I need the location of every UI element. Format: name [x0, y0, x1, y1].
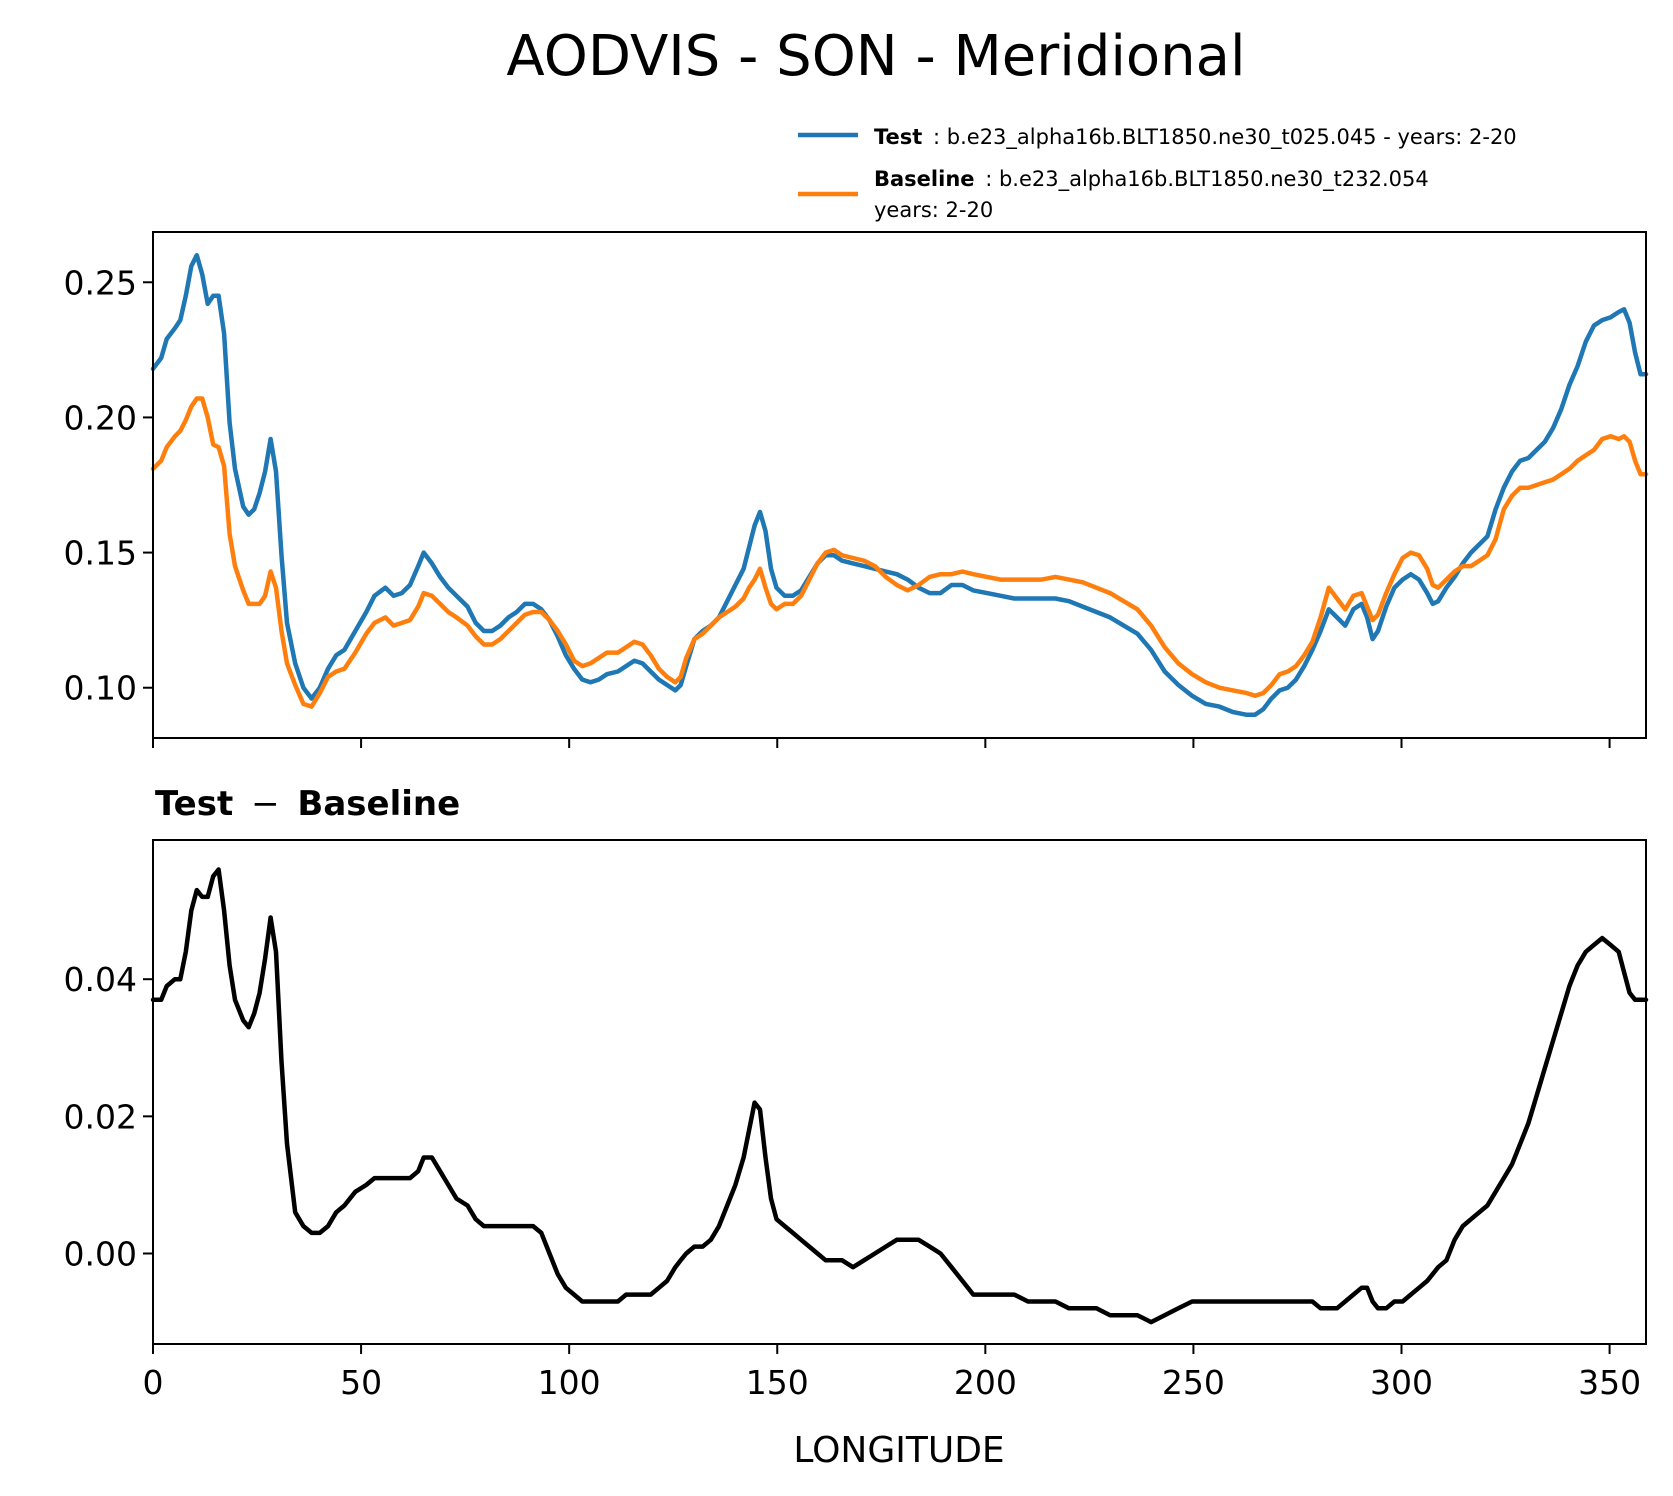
bottom-panel: 0.00 0.02 0.04 0 50 100 150 200 250 300 350	[64, 839, 1649, 1402]
bottom-axes-frame	[152, 839, 1647, 1345]
top-ytick-label: 0.25	[64, 263, 137, 302]
legend-test-desc: : b.e23_alpha16b.BLT1850.ne30_t025.045 -…	[933, 125, 1517, 150]
top-ytick-label: 0.15	[64, 534, 137, 573]
bottom-xtick-label: 50	[340, 1363, 382, 1402]
bottom-ytick-label: 0.02	[64, 1097, 137, 1136]
bottom-ytick-label: 0.00	[64, 1234, 137, 1273]
legend-baseline-entry: Baseline : b.e23_alpha16b.BLT1850.ne30_t…	[874, 167, 1429, 192]
diff-title-operator: −	[251, 784, 280, 824]
x-axis-label: LONGITUDE	[793, 1430, 1004, 1471]
legend-test-label: Test	[874, 125, 922, 149]
bottom-series-group	[150, 867, 1649, 1325]
bottom-xtick-label: 150	[746, 1363, 809, 1402]
bottom-xtick-label: 300	[1370, 1363, 1433, 1402]
bottom-ytick-label: 0.04	[64, 960, 137, 999]
diff-title-baseline: Baseline	[297, 784, 460, 824]
bottom-y-axis-ticks: 0.00 0.02 0.04	[64, 960, 153, 1273]
bottom-xtick-label: 350	[1578, 1363, 1641, 1402]
top-y-axis-ticks: 0.10 0.15 0.20 0.25	[64, 263, 153, 708]
legend-test-entry: Test : b.e23_alpha16b.BLT1850.ne30_t025.…	[874, 125, 1517, 150]
bottom-series-test-baseline	[150, 867, 1649, 1325]
top-axes-frame	[152, 231, 1647, 739]
bottom-x-axis-ticks: 0 50 100 150 200 250 300 350	[143, 1344, 1641, 1402]
legend-baseline-label: Baseline	[874, 167, 975, 191]
top-x-axis-ticks	[152, 738, 1611, 748]
top-series-baseline	[150, 396, 1649, 709]
top-series-group	[150, 252, 1649, 718]
top-panel: 0.10 0.15 0.20 0.25	[64, 231, 1649, 748]
bottom-xtick-label: 200	[954, 1363, 1017, 1402]
bottom-xtick-label: 0	[143, 1363, 164, 1402]
diff-title-test: Test	[155, 784, 233, 824]
legend-baseline-years: years: 2-20	[874, 198, 993, 222]
legend-baseline-desc: : b.e23_alpha16b.BLT1850.ne30_t232.054	[985, 167, 1429, 192]
top-ytick-label: 0.10	[64, 669, 137, 708]
bottom-xtick-label: 250	[1162, 1363, 1225, 1402]
legend: Test : b.e23_alpha16b.BLT1850.ne30_t025.…	[798, 125, 1517, 222]
bottom-xtick-label: 100	[538, 1363, 601, 1402]
figure-title: AODVIS - SON - Meridional	[506, 24, 1245, 89]
diff-panel-title: Test − Baseline	[155, 784, 460, 824]
top-ytick-label: 0.20	[64, 398, 137, 437]
